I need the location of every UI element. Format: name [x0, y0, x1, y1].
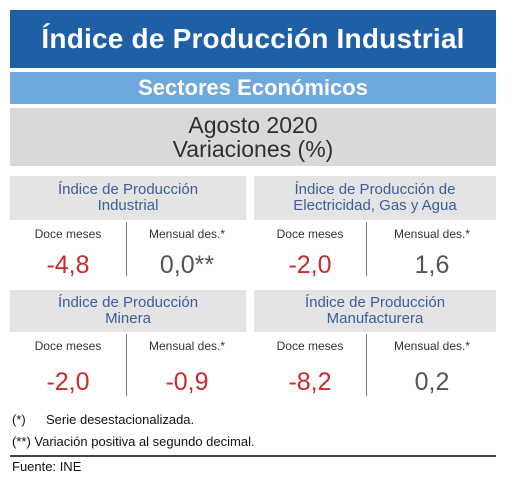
- footnote-seasonal: (*) Serie desestacionalizada.: [12, 412, 492, 427]
- page-title: Índice de Producción Industrial: [10, 10, 496, 68]
- footnote-decimal-mark: (**): [12, 434, 31, 449]
- card-industrial-divider: [126, 222, 127, 276]
- card-electricity-twelve-value: -2,0: [288, 250, 332, 279]
- card-electricity-title-line2: Electricidad, Gas y Agua: [293, 197, 457, 214]
- card-mining-twelve-value: -2,0: [46, 367, 90, 396]
- card-industrial-col-monthly: Mensual des.*: [148, 227, 226, 241]
- card-industrial-header: Índice de Producción Industrial: [10, 176, 246, 220]
- card-industrial-twelve-value: -4,8: [46, 250, 90, 279]
- footnote-seasonal-mark: (*): [12, 412, 26, 427]
- footer-divider: [10, 455, 496, 457]
- period-units: Variaciones (%): [172, 136, 334, 162]
- card-manufacturing-title-line1: Índice de Producción: [304, 294, 446, 311]
- card-electricity-col-twelve: Doce meses: [276, 227, 344, 241]
- card-electricity-divider: [366, 222, 367, 276]
- card-mining-col-monthly: Mensual des.*: [148, 339, 226, 353]
- footnote-decimal-text: Variación positiva al segundo decimal.: [34, 434, 255, 449]
- card-electricity-monthly-value: 1,6: [414, 250, 450, 279]
- card-manufacturing-title-line2: Manufacturera: [326, 310, 424, 327]
- card-industrial-title-line2: Industrial: [97, 197, 159, 214]
- source-note: Fuente: INE: [12, 459, 82, 474]
- card-electricity-title-line1: Índice de Producción de: [294, 181, 456, 198]
- card-mining-monthly-value: -0,9: [165, 367, 209, 396]
- card-mining-header: Índice de Producción Minera: [10, 290, 246, 332]
- card-industrial-col-twelve: Doce meses: [34, 227, 102, 241]
- card-manufacturing-header: Índice de Producción Manufacturera: [254, 290, 496, 332]
- card-mining-divider: [126, 334, 127, 396]
- card-manufacturing-monthly-value: 0,2: [414, 367, 450, 396]
- card-mining-title-line1: Índice de Producción: [57, 294, 199, 311]
- page-subtitle: Sectores Económicos: [10, 72, 496, 104]
- card-industrial-monthly-value: 0,0**: [159, 250, 215, 279]
- footnote-decimal: (**) Variación positiva al segundo decim…: [12, 434, 492, 449]
- card-electricity-header: Índice de Producción de Electricidad, Ga…: [254, 176, 496, 220]
- card-electricity-col-monthly: Mensual des.*: [393, 227, 471, 241]
- card-manufacturing-col-twelve: Doce meses: [276, 339, 344, 353]
- period-box: Agosto 2020 Variaciones (%): [10, 108, 496, 166]
- card-manufacturing-col-monthly: Mensual des.*: [393, 339, 471, 353]
- card-manufacturing-divider: [366, 334, 367, 396]
- card-mining-col-twelve: Doce meses: [34, 339, 102, 353]
- card-industrial-title-line1: Índice de Producción: [57, 181, 199, 198]
- card-manufacturing-twelve-value: -8,2: [288, 367, 332, 396]
- card-mining-title-line2: Minera: [105, 310, 151, 327]
- period-month: Agosto 2020: [188, 112, 318, 138]
- footnote-seasonal-text: Serie desestacionalizada.: [46, 412, 195, 427]
